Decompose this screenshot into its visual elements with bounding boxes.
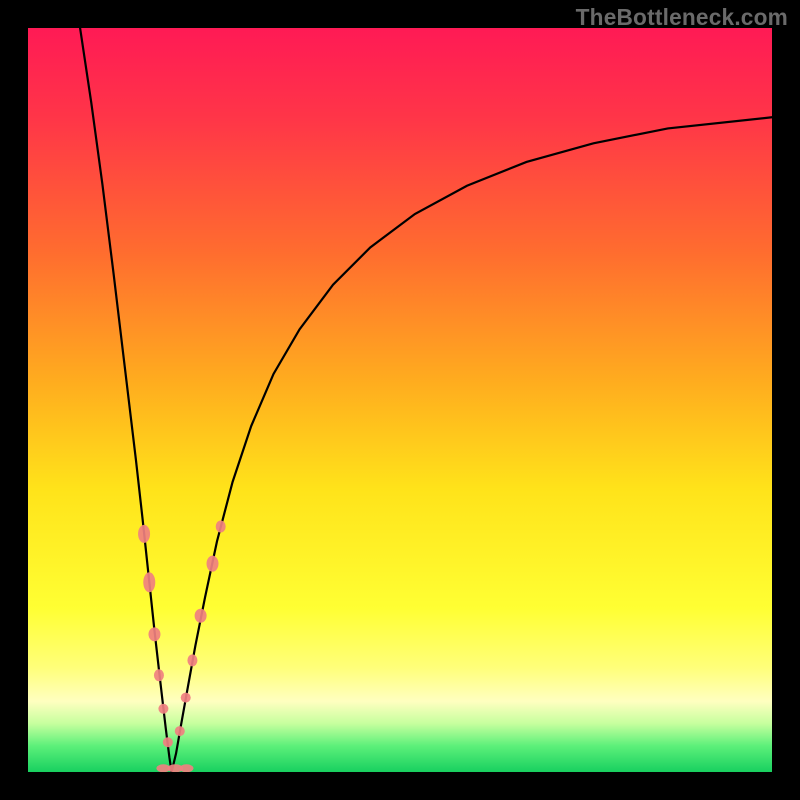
plot-gradient-background — [28, 28, 772, 772]
curve-marker — [163, 737, 173, 747]
curve-marker — [143, 572, 155, 592]
curve-marker — [187, 654, 197, 666]
curve-marker — [181, 693, 191, 703]
watermark-text: TheBottleneck.com — [576, 4, 788, 31]
curve-marker — [207, 556, 219, 572]
curve-marker — [216, 520, 226, 532]
curve-marker — [138, 525, 150, 543]
chart-frame: TheBottleneck.com — [0, 0, 800, 800]
curve-marker — [195, 609, 207, 623]
curve-marker — [175, 726, 185, 736]
curve-marker — [154, 669, 164, 681]
bottleneck-curve-plot — [0, 0, 800, 800]
curve-marker — [158, 704, 168, 714]
curve-marker — [179, 764, 193, 772]
curve-marker — [148, 627, 160, 641]
